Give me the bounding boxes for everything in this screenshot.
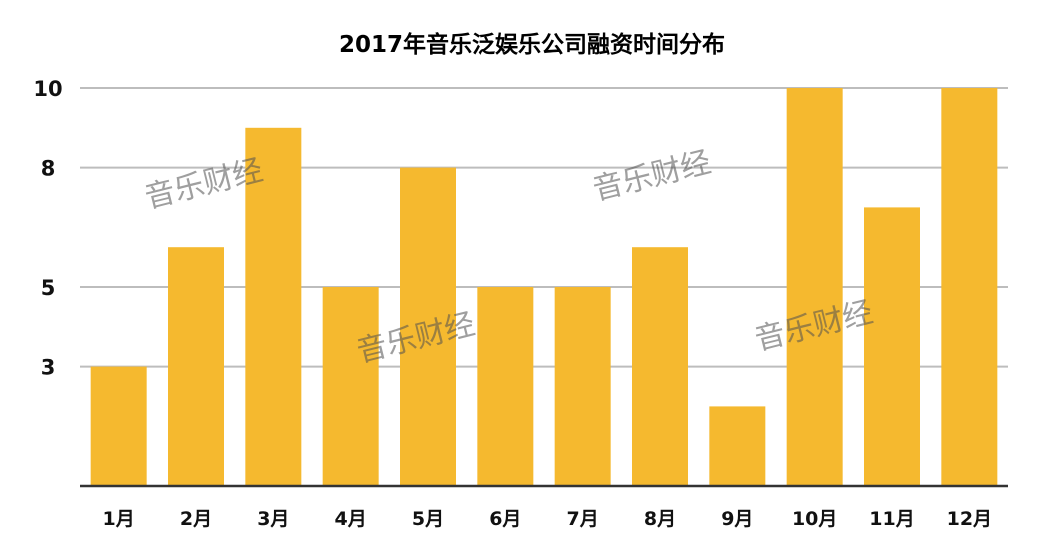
- y-axis-ticks: 3 5 8 10: [33, 77, 62, 380]
- bar-11: [864, 207, 920, 486]
- x-tick-label: 2月: [180, 508, 212, 530]
- x-tick-label: 10月: [792, 508, 837, 530]
- watermark-2: 音乐财经: [589, 145, 714, 208]
- bar-12: [941, 88, 998, 486]
- chart-title: 2017年音乐泛娱乐公司融资时间分布: [339, 31, 725, 58]
- y-tick-label: 10: [33, 77, 62, 101]
- x-tick-label: 9月: [721, 508, 753, 530]
- x-axis-ticks: 1月 2月 3月 4月 5月 6月 7月 8月 9月 10月 11月 12月: [103, 508, 993, 530]
- bar-2: [168, 247, 224, 486]
- x-tick-label: 6月: [489, 508, 521, 530]
- bar-10: [786, 88, 843, 486]
- x-tick-label: 7月: [567, 508, 599, 530]
- bar-5: [400, 167, 456, 486]
- x-tick-label: 11月: [869, 508, 914, 530]
- gridlines: [80, 87, 1008, 368]
- bar-3: [245, 127, 302, 487]
- bar-1: [90, 366, 147, 486]
- x-tick-label: 8月: [644, 508, 676, 530]
- bar-8: [632, 247, 688, 486]
- x-tick-label: 12月: [947, 508, 992, 530]
- y-tick-label: 5: [41, 276, 56, 300]
- x-tick-label: 4月: [335, 508, 367, 530]
- bar-4: [322, 287, 379, 486]
- bar-9: [709, 406, 766, 486]
- x-tick-label: 1月: [103, 508, 135, 530]
- y-tick-label: 8: [41, 157, 56, 181]
- x-tick-label: 5月: [412, 508, 444, 530]
- x-tick-label: 3月: [257, 508, 289, 530]
- y-tick-label: 3: [41, 356, 56, 380]
- bar-6: [477, 287, 534, 486]
- bars: [90, 88, 998, 487]
- bar-7: [554, 287, 611, 486]
